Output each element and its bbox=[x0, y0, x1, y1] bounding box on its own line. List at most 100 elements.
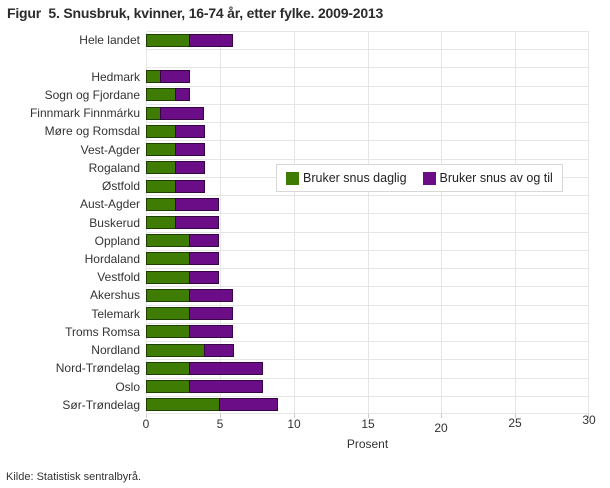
gridline-horizontal bbox=[146, 305, 589, 306]
category-label: Oslo bbox=[115, 380, 140, 394]
bar-row bbox=[146, 161, 205, 174]
category-label: Nordland bbox=[91, 343, 140, 357]
bar-row bbox=[146, 344, 234, 357]
gridline-horizontal bbox=[146, 31, 589, 32]
gridline-vertical bbox=[294, 31, 295, 414]
category-label: Hordaland bbox=[84, 252, 140, 266]
bar-segment-occasional bbox=[175, 125, 205, 138]
axis-tick bbox=[368, 414, 369, 418]
bar-segment-daily bbox=[146, 307, 190, 320]
gridline-vertical bbox=[515, 31, 516, 414]
bar-segment-occasional bbox=[189, 34, 233, 47]
x-tick-label: 15 bbox=[361, 417, 375, 431]
gridline-horizontal bbox=[146, 232, 589, 233]
bar-segment-occasional bbox=[204, 344, 234, 357]
category-label: Hedmark bbox=[91, 70, 140, 84]
bar-row bbox=[146, 271, 219, 284]
legend-item: Bruker snus av og til bbox=[422, 171, 553, 185]
gridline-horizontal bbox=[146, 195, 589, 196]
legend: Bruker snus daglig Bruker snus av og til bbox=[276, 164, 563, 192]
bar-row bbox=[146, 34, 233, 47]
gridline-horizontal bbox=[146, 323, 589, 324]
category-label: Sør-Trøndelag bbox=[62, 398, 140, 412]
category-label: Oppland bbox=[94, 234, 140, 248]
x-tick-label: 0 bbox=[142, 417, 150, 431]
bar-row bbox=[146, 125, 205, 138]
bar-segment-occasional bbox=[189, 380, 263, 393]
category-label: Finnmark Finnmárku bbox=[29, 106, 140, 120]
legend-label: Bruker snus av og til bbox=[439, 171, 553, 185]
bar-row bbox=[146, 180, 205, 193]
bar-row bbox=[146, 252, 219, 265]
gridline-horizontal bbox=[146, 286, 589, 287]
bar-segment-occasional bbox=[189, 325, 233, 338]
bar-segment-daily bbox=[146, 34, 190, 47]
x-axis-title: Prosent bbox=[346, 437, 389, 451]
bar-segment-daily bbox=[146, 180, 176, 193]
gridline-horizontal bbox=[146, 250, 589, 251]
bar-row bbox=[146, 70, 190, 83]
legend-swatch-icon bbox=[286, 171, 299, 185]
axis-tick bbox=[220, 414, 221, 418]
gridline-vertical bbox=[441, 31, 442, 414]
bar-segment-daily bbox=[146, 88, 176, 101]
gridline-vertical bbox=[368, 31, 369, 414]
bar-segment-occasional bbox=[175, 88, 190, 101]
source-note: Kilde: Statistisk sentralbyrå. bbox=[6, 471, 142, 483]
gridline-vertical bbox=[588, 31, 589, 414]
bar-row bbox=[146, 307, 233, 320]
bar-row bbox=[146, 143, 205, 156]
bar-row bbox=[146, 107, 204, 120]
gridline-horizontal bbox=[146, 159, 589, 160]
axis-tick bbox=[146, 414, 147, 418]
x-tick-label: 30 bbox=[582, 413, 596, 427]
bar-segment-occasional bbox=[160, 107, 204, 120]
bar-segment-occasional bbox=[189, 307, 233, 320]
chart-title: Figur 5. Snusbruk, kvinner, 16-74 år, et… bbox=[7, 5, 384, 21]
legend-item: Bruker snus daglig bbox=[286, 171, 407, 185]
gridline-horizontal bbox=[146, 49, 589, 50]
x-tick-label: 10 bbox=[287, 417, 301, 431]
gridline-horizontal bbox=[146, 341, 589, 342]
bar-segment-occasional bbox=[189, 252, 219, 265]
gridline-horizontal bbox=[146, 86, 589, 87]
category-label: Akershus bbox=[89, 288, 140, 302]
bar-segment-occasional bbox=[189, 362, 263, 375]
category-label: Telemark bbox=[91, 307, 140, 321]
axis-tick bbox=[588, 414, 589, 418]
x-tick-label: 20 bbox=[434, 421, 448, 435]
gridline-horizontal bbox=[146, 413, 589, 414]
bar-segment-occasional bbox=[175, 161, 205, 174]
bar-segment-daily bbox=[146, 161, 176, 174]
bar-row bbox=[146, 198, 219, 211]
bar-row bbox=[146, 398, 278, 411]
bar-segment-occasional bbox=[175, 180, 205, 193]
x-tick-label: 5 bbox=[216, 417, 224, 431]
category-label: Rogaland bbox=[88, 161, 140, 175]
bar-row bbox=[146, 362, 263, 375]
bar-row bbox=[146, 380, 263, 393]
gridline-horizontal bbox=[146, 268, 589, 269]
gridline-horizontal bbox=[146, 213, 589, 214]
gridline-horizontal bbox=[146, 140, 589, 141]
gridline-vertical bbox=[220, 31, 221, 414]
bar-segment-daily bbox=[146, 344, 205, 357]
category-label: Sogn og Fjordane bbox=[44, 88, 140, 102]
legend-label: Bruker snus daglig bbox=[303, 171, 407, 185]
bar-row bbox=[146, 289, 233, 302]
gridline-horizontal bbox=[146, 396, 589, 397]
category-label: Nord-Trøndelag bbox=[55, 361, 140, 375]
bar-row bbox=[146, 216, 219, 229]
bar-segment-daily bbox=[146, 252, 190, 265]
gridline-horizontal bbox=[146, 67, 589, 68]
gridline-horizontal bbox=[146, 104, 589, 105]
bar-segment-daily bbox=[146, 107, 161, 120]
bar-segment-occasional bbox=[189, 289, 233, 302]
bar-segment-daily bbox=[146, 198, 176, 211]
axis-tick bbox=[294, 414, 295, 418]
bar-segment-daily bbox=[146, 234, 190, 247]
plot-area bbox=[146, 31, 589, 418]
bar-segment-daily bbox=[146, 70, 161, 83]
bar-segment-daily bbox=[146, 271, 190, 284]
